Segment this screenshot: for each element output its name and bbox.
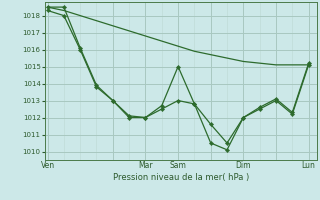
X-axis label: Pression niveau de la mer( hPa ): Pression niveau de la mer( hPa ) — [113, 173, 249, 182]
